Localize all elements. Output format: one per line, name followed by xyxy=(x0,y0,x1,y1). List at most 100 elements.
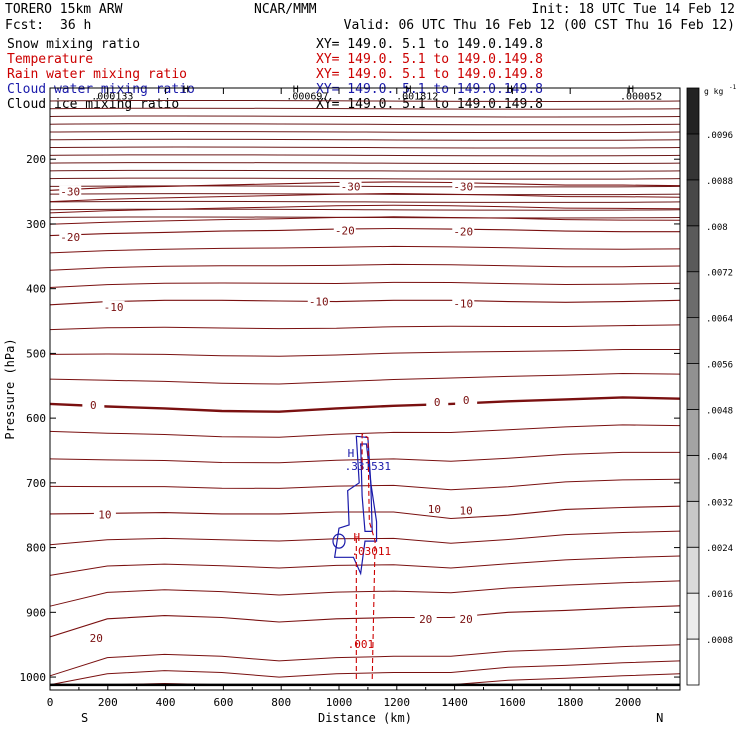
cloud-water-max-value: .331531 xyxy=(345,460,391,473)
contour-label-bg xyxy=(455,504,478,516)
x-tick-label: 400 xyxy=(156,696,176,709)
south-label: S xyxy=(81,711,88,725)
temperature-contour-minor xyxy=(49,478,681,491)
ice-max-label: .001812 xyxy=(396,92,438,103)
colorbar: .0008 .0016 .0024 .0032 .004 .0048 .0056 .0064.… xyxy=(686,84,737,686)
rain-water-low-label: .001 xyxy=(348,638,375,651)
upper-contour-line xyxy=(49,154,681,157)
x-axis-label: Distance (km) xyxy=(318,711,412,725)
cloud-water-contour xyxy=(333,435,378,576)
cloud-water-contour-cell xyxy=(332,533,346,549)
x-tick-label: 1600 xyxy=(499,696,526,709)
rain-water-contour-right xyxy=(361,433,376,680)
x-tick-label: 1000 xyxy=(326,696,353,709)
temperature-contour-label: -20 xyxy=(453,226,473,239)
colorbar-bin xyxy=(686,454,700,502)
temperature-contour-minor xyxy=(49,660,681,686)
temperature-contour-minor xyxy=(50,673,681,686)
ice-max-label: .000052 xyxy=(620,92,662,103)
field-name: Cloud water mixing ratio xyxy=(7,82,195,97)
temperature-contour-minor xyxy=(49,555,681,576)
contour-label-bg xyxy=(452,180,475,192)
y-tick-label: 600 xyxy=(26,412,46,425)
temperature-contour-minor xyxy=(49,644,681,677)
x-tick-label: 0 xyxy=(47,696,54,709)
colorbar-tick-label: .0008 xyxy=(706,636,733,646)
y-tick-label: 700 xyxy=(26,477,46,490)
colorbar-bin xyxy=(686,546,700,594)
field-xy: XY= 149.0. 5.1 to 149.0.149.8 xyxy=(316,67,543,82)
ice-max-h: H xyxy=(507,85,513,96)
temperature-contour-minor xyxy=(49,349,680,357)
contour-label-bg xyxy=(455,612,478,624)
colorbar-tick-label: .0048 xyxy=(706,406,733,416)
contour-label-bg xyxy=(414,612,437,624)
field-xy: XY= 149.0. 5.1 to 149.0.149.8 xyxy=(316,82,543,97)
cloud-water-max-h: H xyxy=(348,447,355,460)
upper-contour-line xyxy=(49,185,681,188)
temperature-contour-0 xyxy=(49,396,681,413)
temperature-contour-minor xyxy=(49,324,681,331)
contour-label-bg xyxy=(452,225,475,237)
colorbar-bin xyxy=(686,638,700,686)
ice-max-h: H xyxy=(405,85,411,96)
temperature-contour--30 xyxy=(49,181,681,191)
colorbar-bin xyxy=(686,225,700,273)
field-name: Rain water mixing ratio xyxy=(7,67,187,82)
temperature-contour-label: -30 xyxy=(341,180,361,193)
x-tick-label: 1800 xyxy=(557,696,584,709)
temperature-contour-minor xyxy=(49,372,681,385)
y-tick-label: 400 xyxy=(26,283,46,296)
colorbar-bin xyxy=(686,179,700,227)
upper-contour-line xyxy=(49,138,681,141)
valid-time: Valid: 06 UTC Thu 16 Feb 12 (00 CST Thu … xyxy=(344,18,735,33)
colorbar-bin xyxy=(686,87,700,135)
temperature-contour-label: -10 xyxy=(104,301,124,314)
x-tick-label: 800 xyxy=(271,696,291,709)
temperature-contour-label: 10 xyxy=(460,505,473,518)
colorbar-tick-label: .0088 xyxy=(706,177,733,187)
y-tick-label: 1000 xyxy=(20,671,47,684)
upper-contour-line xyxy=(49,123,681,126)
field-name: Temperature xyxy=(7,52,93,67)
temperature-contour-label: -30 xyxy=(60,186,80,199)
y-tick-label: 300 xyxy=(26,218,46,231)
contour-label-bg xyxy=(59,230,82,242)
temperature-contour-minor xyxy=(49,192,681,203)
colorbar-tick-label: .008 xyxy=(706,223,728,233)
temperature-contour-minor xyxy=(49,530,681,546)
temperature-contour-minor xyxy=(49,281,681,288)
colorbar-tick-label: .0064 xyxy=(706,315,733,325)
temperature-contour-label: -20 xyxy=(335,224,355,237)
temperature-contour-label: 0 xyxy=(90,399,97,412)
temperature-contour-label: -20 xyxy=(60,231,80,244)
colorbar-tick-label: .0096 xyxy=(706,131,733,141)
contour-label-bg xyxy=(59,185,82,197)
temperature-contour-minor xyxy=(49,245,681,254)
temperature-contour-label: 20 xyxy=(419,613,432,626)
y-tick-label: 800 xyxy=(26,542,46,555)
colorbar-bin xyxy=(686,317,700,364)
colorbar-tick-label: .0072 xyxy=(706,269,733,279)
ice-max-label: .000133 xyxy=(91,92,133,103)
temperature-contour-minor xyxy=(49,451,680,464)
temperature-contour-label: -30 xyxy=(453,180,473,193)
upper-contour-line xyxy=(49,107,681,110)
temperature-contour-label: -10 xyxy=(309,296,329,309)
colorbar-bin xyxy=(686,133,700,181)
colorbar-bin xyxy=(686,409,700,456)
field-name: Snow mixing ratio xyxy=(7,37,140,52)
contour-label-bg xyxy=(339,180,362,192)
contour-label-bg xyxy=(452,297,475,309)
temperature-contour-20 xyxy=(49,605,681,638)
temperature-contour-10 xyxy=(49,505,681,520)
upper-contour-line xyxy=(49,208,681,211)
colorbar-bin xyxy=(686,500,700,548)
colorbar-bin xyxy=(686,271,700,319)
y-tick-label: 900 xyxy=(26,606,46,619)
temperature-contour--20 xyxy=(49,227,680,237)
ice-max-h: H xyxy=(183,85,189,96)
temperature-contour-label: 0 xyxy=(463,394,470,407)
colorbar-bin xyxy=(686,592,700,640)
colorbar-unit-exp: -1 xyxy=(729,84,737,91)
